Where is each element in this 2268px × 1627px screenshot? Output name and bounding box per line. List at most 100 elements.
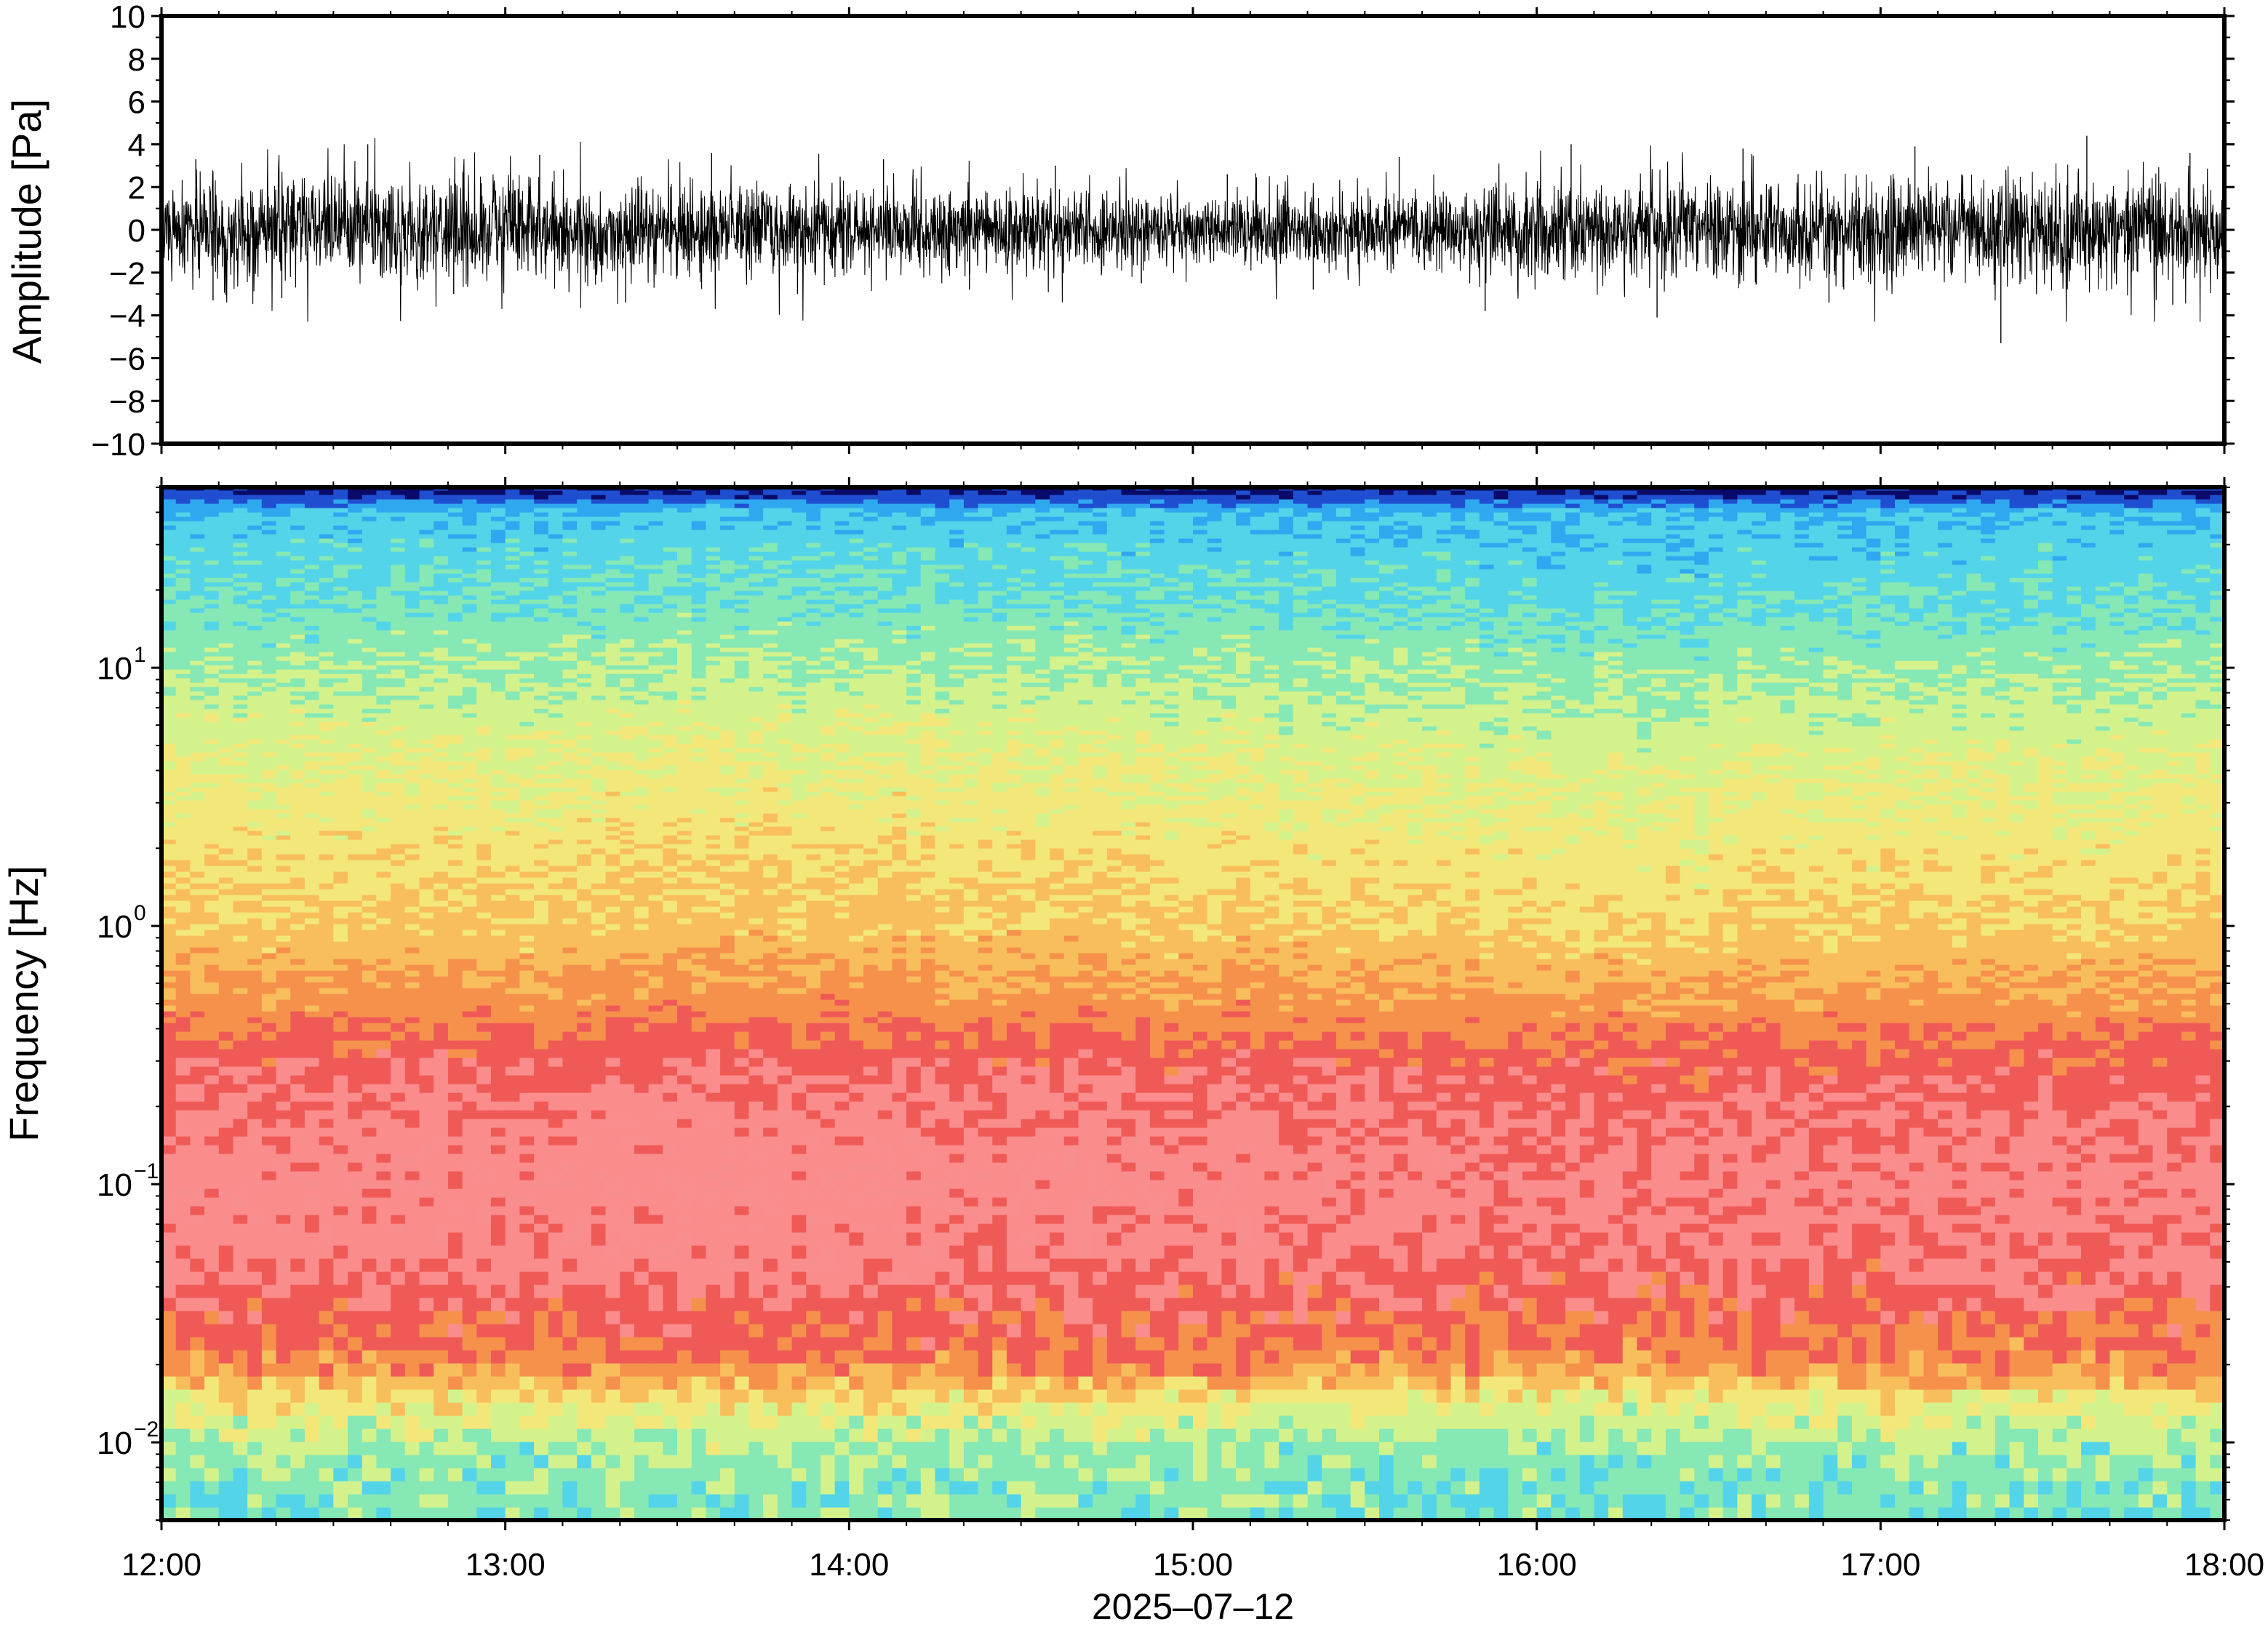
spectrogram-cell [319, 1180, 334, 1189]
spectrogram-cell [319, 835, 334, 840]
spectrogram-cell [376, 717, 391, 722]
spectrogram-cell [362, 912, 377, 919]
spectrogram-cell [434, 617, 448, 622]
spectrogram-cell [476, 964, 491, 971]
spectrogram-cell [562, 831, 577, 836]
spectrogram-cell [420, 730, 434, 735]
spectrogram-cell [391, 791, 405, 796]
spectrogram-cell [476, 1468, 491, 1482]
spectrogram-cell [176, 1110, 191, 1119]
spectrogram-cell [247, 1271, 262, 1285]
spectrogram-cell [577, 924, 591, 930]
spectrogram-cell [305, 634, 319, 639]
spectrogram-cell [348, 761, 362, 766]
spectrogram-cell [562, 1223, 577, 1233]
spectrogram-cell [577, 560, 591, 565]
spectrogram-cell [262, 704, 276, 709]
spectrogram-cell [376, 1101, 391, 1111]
spectrogram-cell [190, 1245, 204, 1259]
spectrogram-cell [506, 959, 520, 965]
spectrogram-cell [548, 1337, 563, 1351]
spectrogram-cell [562, 769, 577, 775]
spectrogram-cell [348, 947, 362, 954]
spectrogram-cell [305, 1188, 319, 1198]
spectrogram-cell [476, 1428, 491, 1442]
spectrogram-cell [204, 1119, 219, 1128]
spectrogram-cell [420, 625, 434, 631]
spectrogram-cell [161, 713, 176, 718]
spectrogram-cell [491, 1011, 506, 1018]
spectrogram-cell [233, 1066, 247, 1076]
spectrogram-cell [247, 569, 262, 574]
spectrogram-cell [519, 612, 534, 617]
spectrogram-cell [376, 778, 391, 783]
spectrogram-cell [491, 1363, 506, 1377]
spectrogram-cell [376, 599, 391, 604]
spectrogram-cell [204, 1428, 219, 1442]
spectrogram-cell [319, 512, 334, 517]
spectrogram-cell [333, 839, 348, 844]
spectrogram-cell [448, 1058, 463, 1067]
spectrogram-cell [362, 687, 377, 692]
spectrogram-cell [434, 591, 448, 596]
spectrogram-cell [491, 860, 506, 866]
spectrogram-cell [333, 988, 348, 994]
spectrogram-cell [463, 564, 477, 569]
spectrogram-cell [161, 556, 176, 561]
spectrogram-cell [463, 691, 477, 696]
spectrogram-cell [204, 769, 219, 775]
spectrogram-cell [476, 612, 491, 617]
spectrogram-cell [305, 1180, 319, 1189]
spectrogram-cell [319, 1271, 334, 1285]
spectrogram-cell [176, 1271, 191, 1285]
spectrogram-cell [577, 490, 591, 495]
spectrogram-cell [176, 953, 191, 959]
spectrogram-cell [376, 1197, 391, 1207]
spectrogram-cell [161, 721, 176, 727]
spectrogram-cell [506, 1311, 520, 1324]
spectrogram-cell [247, 1058, 262, 1067]
spectrogram-cell [176, 809, 191, 814]
spectrogram-cell [491, 1145, 506, 1154]
spectrogram-cell [204, 1154, 219, 1163]
spectrogram-cell [405, 665, 420, 670]
spectrogram-cell [548, 678, 563, 683]
spectrogram-cell [204, 791, 219, 796]
spectrogram-cell [376, 687, 391, 692]
spectrogram-cell [161, 1350, 176, 1364]
spectrogram-cell [405, 625, 420, 631]
spectrogram-cell [219, 577, 233, 583]
spectrogram-cell [463, 1284, 477, 1298]
spectrogram-cell [262, 726, 276, 731]
spectrogram-cell [405, 854, 420, 860]
spectrogram-cell [420, 582, 434, 587]
spectrogram-cell [190, 924, 204, 930]
spectrogram-cell [591, 1494, 606, 1508]
spectrogram-cell [362, 1284, 377, 1298]
spectrogram-cell [534, 1215, 548, 1224]
spectrogram-cell [420, 573, 434, 578]
spectrogram-cell [161, 634, 176, 639]
spectrogram-cell [405, 604, 420, 609]
spectrogram-cell [219, 912, 233, 919]
spectrogram-cell [448, 695, 463, 700]
spectrogram-cell [276, 1049, 291, 1058]
spectrogram-cell [290, 813, 305, 818]
spectrogram-cell [319, 769, 334, 775]
spectrogram-cell [506, 560, 520, 565]
spectrogram-cell [591, 1162, 606, 1172]
spectrogram-cell [190, 1058, 204, 1067]
spectrogram-cell [305, 953, 319, 959]
spectrogram-cell [476, 883, 491, 890]
spectrogram-cell [204, 822, 219, 827]
spectrogram-cell [491, 586, 506, 591]
spectrogram-cell [577, 835, 591, 840]
spectrogram-cell [391, 1154, 405, 1163]
spectrogram-cell [519, 525, 534, 530]
spectrogram-cell [362, 883, 377, 890]
spectrogram-cell [420, 551, 434, 556]
spectrogram-cell [305, 964, 319, 971]
spectrogram-cell [405, 930, 420, 936]
spectrogram-cell [448, 735, 463, 740]
